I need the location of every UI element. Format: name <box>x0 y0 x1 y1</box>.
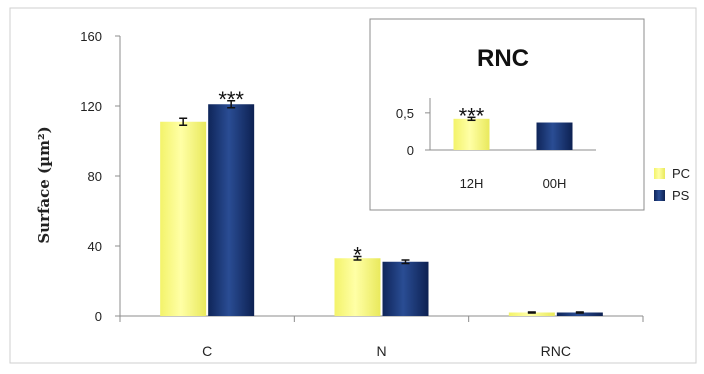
bar-ps-rnc <box>556 312 603 316</box>
inset-frame <box>369 18 645 211</box>
category-label-c: C <box>202 343 212 359</box>
main-y-tick-label: 120 <box>80 99 102 114</box>
inset-significance: *** <box>459 103 485 128</box>
legend: PC PS <box>654 166 690 203</box>
error-bar-pc-n <box>353 255 362 261</box>
main-y-tick-label: 80 <box>88 169 102 184</box>
main-error-bars <box>179 100 584 314</box>
inset-bar-00h <box>536 122 573 150</box>
inset-y-ticks: 00,5 <box>396 106 430 158</box>
error-bar-pc-c <box>179 117 188 126</box>
main-significance: **** <box>218 87 362 268</box>
inset-category-labels: 12H 00H <box>460 176 567 191</box>
inset-category-label-00h: 00H <box>543 176 567 191</box>
inset-chart: RNC 00,5 *** 12H 00H <box>369 18 645 211</box>
y-axis-label: Surface (µm²) <box>35 126 53 243</box>
inset-significance-marker: *** <box>459 103 485 128</box>
inset-error-bars <box>467 116 476 122</box>
inset-title: RNC <box>477 45 529 72</box>
category-label-n: N <box>376 343 386 359</box>
inset-y-tick-label: 0 <box>407 143 414 158</box>
error-bar-pc-rnc <box>527 311 536 314</box>
inset-y-tick-label: 0,5 <box>396 106 414 121</box>
main-y-tick-label: 40 <box>88 239 102 254</box>
main-bars <box>160 104 603 316</box>
main-y-tick-label: 0 <box>95 309 102 324</box>
inset-bar-12h <box>453 118 490 150</box>
main-y-ticks: 0 40 80 120 160 <box>80 29 120 324</box>
legend-label-ps: PS <box>672 188 690 203</box>
legend-swatch-ps <box>654 190 665 201</box>
error-bar-ps-c <box>227 100 236 109</box>
error-bar-ps-rnc <box>575 311 584 314</box>
legend-label-pc: PC <box>672 166 690 181</box>
inset-error-bar-12h <box>467 116 476 122</box>
error-bar-ps-n <box>401 259 410 265</box>
legend-swatch-pc <box>654 168 665 179</box>
main-category-labels: C N RNC <box>202 343 571 359</box>
significance-marker: * <box>353 243 362 268</box>
category-label-rnc: RNC <box>541 343 571 359</box>
main-x-ticks <box>119 316 644 322</box>
inset-bars <box>453 118 573 150</box>
significance-marker: *** <box>218 87 244 112</box>
bar-ps-n <box>382 261 429 316</box>
bar-pc-c <box>160 121 207 316</box>
inset-category-label-12h: 12H <box>460 176 484 191</box>
bar-ps-c <box>208 104 255 316</box>
bar-pc-n <box>334 258 381 316</box>
bar-pc-rnc <box>508 312 555 316</box>
main-y-tick-label: 160 <box>80 29 102 44</box>
